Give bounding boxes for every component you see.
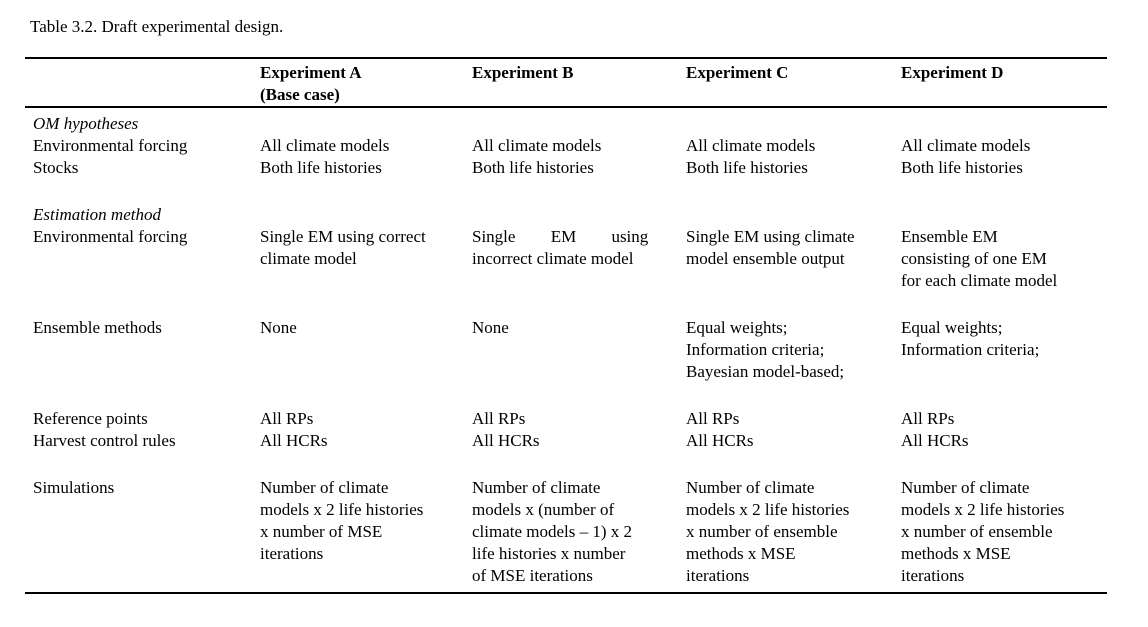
- row-label: Environmental forcing: [33, 227, 188, 246]
- cell-experiment-b: All HCRs: [472, 431, 540, 450]
- header-experiment-b: Experiment B: [464, 58, 678, 108]
- cell-experiment-d: Equal weights; Information criteria;: [901, 318, 1040, 359]
- cell-experiment-a: Single EM using correct climate model: [260, 227, 426, 268]
- cell-experiment-a: Both life histories: [260, 158, 382, 177]
- table-caption: Table 3.2. Draft experimental design.: [30, 17, 284, 36]
- cell-experiment-d: All HCRs: [901, 431, 969, 450]
- cell-experiment-c: All RPs: [686, 409, 740, 428]
- experimental-design-table: Experiment A (Base case) Experiment B Ex…: [25, 57, 1107, 594]
- cell-experiment-c: Both life histories: [686, 158, 808, 177]
- table-row-environmental-forcing-em: Environmental forcing Single EM using co…: [25, 226, 1107, 292]
- cell-experiment-b: Single EM using incorrect climate model: [472, 227, 649, 268]
- document-page: Table 3.2. Draft experimental design. Ex…: [0, 16, 1148, 594]
- cell-experiment-b: All RPs: [472, 409, 526, 428]
- header-empty-cell: [25, 58, 252, 108]
- row-label: Simulations: [33, 478, 115, 497]
- cell-experiment-c: All HCRs: [686, 431, 754, 450]
- cell-experiment-d: Ensemble EM consisting of one EM for eac…: [901, 227, 1058, 290]
- table-row-environmental-forcing-om: Environmental forcing All climate models…: [25, 135, 1107, 157]
- cell-experiment-d: All climate models: [901, 136, 1031, 155]
- header-experiment-c: Experiment C: [678, 58, 893, 108]
- cell-experiment-c: Equal weights; Information criteria; Bay…: [686, 318, 845, 381]
- section-label: OM hypotheses: [33, 114, 139, 133]
- section-label: Estimation method: [33, 205, 161, 224]
- section-row-om-hypotheses: OM hypotheses: [25, 107, 1107, 135]
- table-row-reference-points: Reference points All RPs All RPs All RPs…: [25, 408, 1107, 430]
- row-label: Environmental forcing: [33, 136, 188, 155]
- cell-experiment-b: Number of climate models x (number of cl…: [472, 478, 633, 585]
- table-row-simulations: Simulations Number of climate models x 2…: [25, 477, 1107, 593]
- cell-experiment-a: All HCRs: [260, 431, 328, 450]
- table-row-harvest-control-rules: Harvest control rules All HCRs All HCRs …: [25, 430, 1107, 452]
- spacer-row: [25, 452, 1107, 477]
- header-experiment-d: Experiment D: [893, 58, 1107, 108]
- cell-experiment-c: Number of climate models x 2 life histor…: [686, 478, 850, 585]
- header-experiment-a: Experiment A (Base case): [252, 58, 464, 108]
- cell-experiment-a: Number of climate models x 2 life histor…: [260, 478, 424, 563]
- row-label: Stocks: [33, 158, 79, 177]
- cell-experiment-d: Number of climate models x 2 life histor…: [901, 478, 1065, 585]
- cell-experiment-d: Both life histories: [901, 158, 1023, 177]
- header-row: Experiment A (Base case) Experiment B Ex…: [25, 58, 1107, 108]
- row-label: Ensemble methods: [33, 318, 162, 337]
- row-label: Reference points: [33, 409, 148, 428]
- spacer-row: [25, 292, 1107, 317]
- section-row-estimation-method: Estimation method: [25, 204, 1107, 226]
- cell-experiment-c: Single EM using climate model ensemble o…: [686, 227, 855, 268]
- spacer-row: [25, 179, 1107, 204]
- cell-experiment-a: None: [260, 318, 297, 337]
- cell-experiment-c: All climate models: [686, 136, 816, 155]
- cell-experiment-b: All climate models: [472, 136, 602, 155]
- table-row-stocks: Stocks Both life histories Both life his…: [25, 157, 1107, 179]
- cell-experiment-a: All RPs: [260, 409, 314, 428]
- spacer-row: [25, 383, 1107, 408]
- cell-experiment-d: All RPs: [901, 409, 955, 428]
- table-row-ensemble-methods: Ensemble methods None None Equal weights…: [25, 317, 1107, 383]
- cell-experiment-b: None: [472, 318, 509, 337]
- row-label: Harvest control rules: [33, 431, 176, 450]
- cell-experiment-a: All climate models: [260, 136, 390, 155]
- cell-experiment-b: Both life histories: [472, 158, 594, 177]
